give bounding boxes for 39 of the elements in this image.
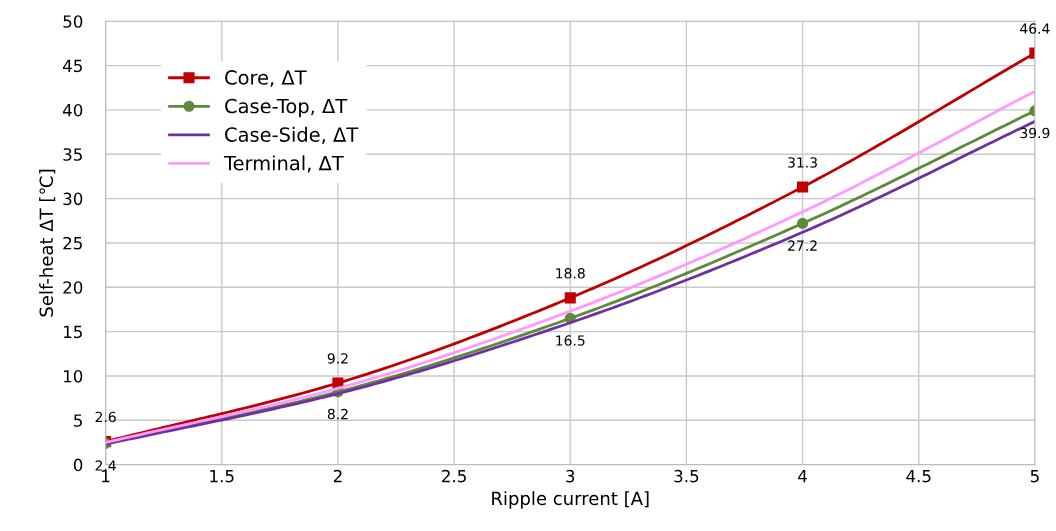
y-tick-label: 50 — [63, 15, 83, 28]
x-tick-label: 3 — [566, 469, 575, 483]
legend-label: Core, ΔT — [225, 70, 307, 87]
data-label: 27.2 — [788, 240, 817, 251]
x-tick-label: 5 — [1030, 470, 1039, 483]
point — [797, 181, 809, 193]
y-tick-label: 30 — [63, 192, 83, 206]
x-tick-label: 4.5 — [906, 470, 931, 483]
x-tick-label: 2.5 — [442, 469, 466, 483]
legend-label: Case-Side, ΔT — [225, 126, 359, 144]
y-tick-label: 0 — [73, 458, 83, 472]
data-label: 8.2 — [327, 408, 348, 420]
x-tick-label: 2 — [333, 469, 342, 483]
data-label: 2.6 — [95, 411, 116, 423]
y-axis-title: Self-heat ΔT [℃] — [39, 169, 56, 317]
y-tick-label: 35 — [63, 148, 82, 161]
x-tick-label: 1 — [102, 470, 110, 483]
data-label: 16.5 — [556, 335, 585, 346]
data-label: 2.4 — [95, 460, 116, 471]
x-axis-title: Ripple current [A] — [492, 491, 649, 509]
data-label: 39.9 — [1020, 127, 1050, 139]
data-label: 31.3 — [788, 157, 817, 168]
point — [564, 292, 576, 304]
y-tick-label: 40 — [62, 103, 83, 117]
data-label: 46.4 — [1020, 23, 1050, 34]
y-tick-label: 15 — [64, 325, 82, 339]
y-tick-label: 10 — [64, 369, 83, 383]
point — [797, 217, 809, 229]
x-tick-label: 3.5 — [674, 469, 699, 483]
y-tick-label: 45 — [62, 59, 82, 73]
data-label: 9.2 — [327, 353, 348, 364]
x-tick-label: 4 — [798, 470, 807, 483]
y-tick-label: 25 — [63, 236, 82, 250]
legend-label: Terminal, ΔT — [223, 155, 344, 173]
data-label: 18.8 — [556, 268, 585, 279]
y-tick-label: 5 — [74, 414, 82, 427]
y-tick-label: 20 — [63, 281, 83, 294]
legend-label: Case-Top, ΔT — [225, 98, 348, 118]
x-tick-label: 1.5 — [210, 470, 234, 483]
